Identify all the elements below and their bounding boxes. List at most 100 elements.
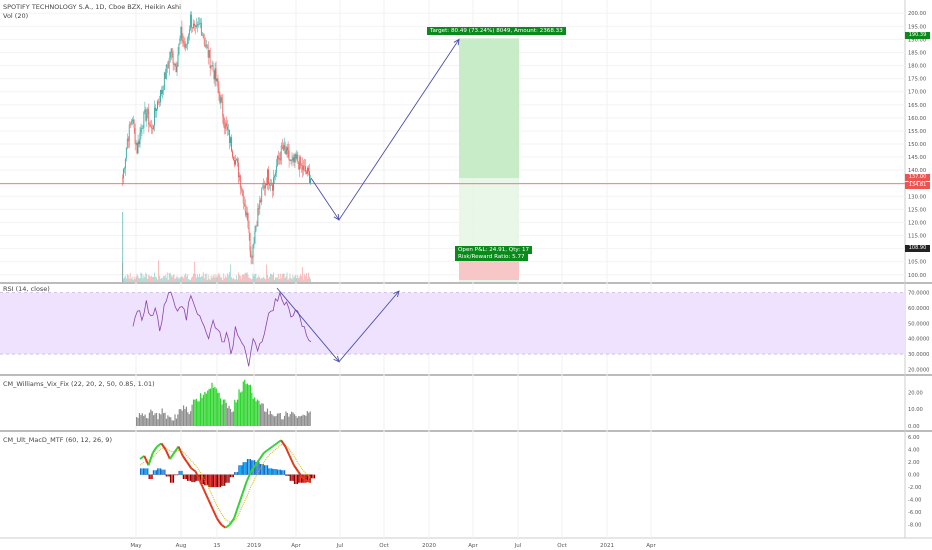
vix-bar — [228, 405, 230, 426]
vix-bar — [141, 413, 143, 426]
volume-bar — [228, 275, 229, 282]
risk-reward-tag: Risk/Reward Ratio: 5.77 — [455, 253, 528, 261]
rsi-line — [132, 291, 312, 367]
volume-bar — [226, 277, 228, 282]
candle-body — [242, 191, 244, 204]
volume-bar — [244, 272, 246, 282]
volume-bar — [159, 278, 161, 282]
volume-bar — [136, 274, 138, 282]
macd-histogram-bar — [306, 474, 309, 481]
macd-histogram-bar — [184, 474, 186, 479]
vix-bar — [261, 403, 263, 426]
vix-bar — [204, 391, 206, 426]
vix-bar — [225, 402, 227, 426]
candle-body — [235, 159, 237, 161]
macd-histogram-bar — [244, 462, 246, 475]
macd-histogram-bar — [177, 474, 179, 476]
macd-histogram-bar — [308, 474, 310, 481]
volume-bar — [246, 272, 248, 282]
candle-body — [197, 24, 198, 26]
candle-body — [180, 27, 182, 39]
macd-histogram-bar — [161, 469, 163, 475]
macd-histogram-bar — [144, 468, 146, 475]
volume-bar — [252, 273, 254, 282]
volume-bar — [161, 278, 163, 282]
candle-body — [294, 154, 296, 163]
macd-line-segment — [271, 442, 278, 448]
price-tick-label: 105.00 — [908, 260, 926, 266]
vix-bar — [165, 418, 168, 426]
candle-body — [156, 108, 157, 111]
date-tick-label: 15 — [214, 543, 221, 549]
candle-body — [296, 154, 298, 159]
volume-bar — [290, 277, 292, 282]
candle-body — [140, 128, 142, 133]
vix-bar — [150, 409, 152, 426]
candle-body — [249, 232, 251, 252]
candle-body — [285, 149, 287, 155]
volume-bar — [176, 275, 178, 282]
volume-bar — [144, 277, 146, 282]
macd-line-segment — [220, 523, 227, 529]
vix-bar — [291, 411, 293, 426]
candle-body — [302, 165, 304, 171]
candle-body — [184, 43, 186, 48]
vix-bar — [282, 419, 284, 426]
candle-body — [146, 113, 148, 121]
volume-bar — [273, 279, 275, 282]
volume-bar — [247, 274, 249, 282]
volume-bar — [158, 260, 159, 282]
vix-bar — [258, 400, 260, 426]
candle-body — [155, 107, 156, 111]
candle-body — [142, 128, 144, 129]
candle-body — [122, 169, 124, 179]
candle-body — [288, 150, 290, 160]
candle-body — [192, 27, 193, 29]
macd-histogram-bar — [201, 474, 203, 484]
candle-body — [207, 47, 209, 58]
candle-body — [266, 183, 267, 186]
candle-body — [258, 207, 260, 209]
candle-body — [201, 34, 203, 36]
candle-body — [193, 23, 194, 29]
date-axis: May Aug 15 2019 Apr Jul Oct 2020 Apr Jul Oct 2021 Ap… — [130, 543, 656, 549]
volume-bar — [206, 279, 208, 282]
volume-bar — [193, 273, 194, 282]
candle-body — [291, 159, 293, 161]
volume-bar — [203, 278, 205, 282]
volume-bar — [240, 279, 242, 282]
volume-bar — [162, 276, 164, 282]
macd-histogram-bar — [165, 474, 167, 477]
candle-body — [181, 27, 183, 41]
candle-body — [275, 165, 277, 173]
candle-body — [254, 231, 256, 244]
candle-body — [195, 25, 196, 27]
candle-body — [241, 189, 243, 192]
open-pnl-tag: Open P&L: 24.91, Qty: 17 — [455, 246, 533, 254]
macd-line-segment — [258, 452, 265, 460]
vix-bar — [151, 411, 153, 426]
volume-bar — [139, 278, 141, 282]
vix-bar — [234, 399, 236, 426]
vix-bar — [148, 412, 151, 426]
candle-body — [168, 58, 170, 68]
volume-bar — [122, 278, 124, 282]
macd-tick-label: -6.00 — [908, 510, 921, 516]
candle-body — [295, 154, 297, 159]
candle-body — [157, 101, 158, 109]
volume-bar — [303, 279, 305, 282]
volume-bar — [262, 278, 264, 282]
vix-bar — [158, 413, 160, 426]
macd-histogram-bar — [226, 474, 229, 483]
volume-bar — [170, 275, 172, 282]
candle-body — [139, 132, 141, 145]
volume-bar — [275, 277, 277, 282]
volume-bar — [190, 279, 191, 282]
macd-histogram-bar — [262, 464, 264, 475]
candle-body — [172, 52, 174, 64]
macd-histogram-bar — [289, 474, 291, 481]
volume-bar — [167, 279, 169, 282]
volume-bar — [133, 276, 135, 282]
volume-bar — [179, 277, 181, 282]
candle-body — [226, 122, 228, 127]
